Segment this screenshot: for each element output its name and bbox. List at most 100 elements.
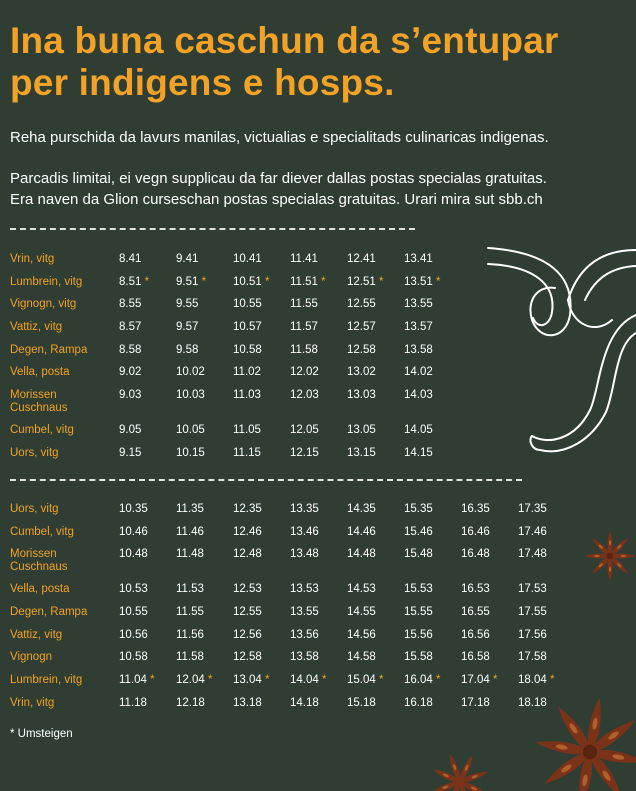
departure-time: 12.04 * xyxy=(176,674,233,697)
stop-name: Uors, vitg xyxy=(10,447,119,470)
departure-time: 11.48 xyxy=(176,548,233,583)
time-value: 10.55 xyxy=(119,606,148,619)
departure-time: 13.56 xyxy=(290,629,347,652)
departure-time: 9.02 xyxy=(119,366,176,389)
stop-name-line: Vignogn xyxy=(10,651,52,664)
departure-time: 11.56 xyxy=(176,629,233,652)
departure-time: 11.18 xyxy=(119,697,176,720)
time-value: 14.02 xyxy=(404,366,433,379)
departure-time: 13.05 xyxy=(347,424,404,447)
departure-time: 16.55 xyxy=(461,606,518,629)
time-value: 17.35 xyxy=(518,503,547,515)
departure-time: 13.18 xyxy=(233,697,290,720)
table-row: Uors, vitg 9.15 10.15 11.15 12.15 13.15 14.15 xyxy=(10,447,461,470)
departure-time: 12.51 * xyxy=(347,276,404,299)
departure-time: 12.56 xyxy=(233,629,290,652)
departure-time: 10.55 xyxy=(233,298,290,321)
time-value: 14.55 xyxy=(347,606,376,619)
time-value: 13.04 xyxy=(233,674,262,687)
transfer-marker: * xyxy=(321,674,327,687)
stop-name: Vignogn, vitg xyxy=(10,298,119,321)
stop-name-line: Cuschnaus xyxy=(10,561,68,574)
time-value: 15.55 xyxy=(404,606,433,619)
departure-time: 9.15 xyxy=(119,447,176,470)
departure-time: 16.18 xyxy=(404,697,461,720)
departure-time: 12.18 xyxy=(176,697,233,720)
time-value: 9.51 xyxy=(176,275,199,288)
departure-time: 15.53 xyxy=(404,583,461,606)
time-value: 12.57 xyxy=(347,321,376,334)
departure-time: 11.05 xyxy=(233,424,290,447)
timetable-outbound-body: Vrin, vitg 8.41 9.41 10.41 11.41 12.41 13.41 Lu… xyxy=(10,253,461,470)
time-value: 11.53 xyxy=(176,583,204,596)
departure-time: 15.56 xyxy=(404,629,461,652)
time-value: 8.51 xyxy=(119,275,142,288)
stop-name-line: Vattiz, vitg xyxy=(10,321,63,334)
departure-time: 12.57 xyxy=(347,321,404,344)
departure-time: 10.55 xyxy=(119,606,176,629)
stop-name: Vattiz, vitg xyxy=(10,629,119,652)
departure-time: 12.55 xyxy=(347,298,404,321)
time-value: 16.35 xyxy=(461,503,490,515)
time-value: 18.18 xyxy=(518,696,547,709)
departure-time: 11.53 xyxy=(176,583,233,606)
stop-name-line: Vella, posta xyxy=(10,366,70,379)
time-value: 10.03 xyxy=(176,389,205,402)
time-value: 17.46 xyxy=(518,525,547,538)
departure-time: 12.02 xyxy=(290,366,347,389)
legend-transfer: * Umsteigen xyxy=(10,728,73,740)
departure-time: 10.05 xyxy=(176,424,233,447)
time-value: 10.58 xyxy=(233,343,262,356)
departure-time: 13.58 xyxy=(404,344,461,367)
time-value: 17.48 xyxy=(518,548,547,561)
stop-name: Vattiz, vitg xyxy=(10,321,119,344)
time-value: 10.58 xyxy=(119,651,148,664)
departure-time: 11.02 xyxy=(233,366,290,389)
time-value: 11.48 xyxy=(176,548,204,561)
departure-time: 14.15 xyxy=(404,447,461,470)
transfer-marker: * xyxy=(378,674,384,687)
departure-time: 9.03 xyxy=(119,389,176,424)
departure-time: 12.15 xyxy=(290,447,347,470)
departure-time: 10.02 xyxy=(176,366,233,389)
time-value: 10.55 xyxy=(233,298,262,311)
departure-time: 15.48 xyxy=(404,548,461,583)
departure-time: 12.46 xyxy=(233,526,290,549)
time-value: 13.56 xyxy=(290,628,319,641)
departure-time: 9.57 xyxy=(176,321,233,344)
time-value: 10.56 xyxy=(119,628,148,641)
table-row: Lumbrein, vitg 8.51 * 9.51 * 10.51 * 11.51 *… xyxy=(10,276,461,299)
departure-time: 10.58 xyxy=(233,344,290,367)
departure-time: 14.04 * xyxy=(290,674,347,697)
departure-time: 11.55 xyxy=(176,606,233,629)
departure-time: 10.48 xyxy=(119,548,176,583)
table-row: Vattiz, vitg 10.56 11.56 12.56 13.56 14.56 15.… xyxy=(10,629,575,652)
time-value: 12.05 xyxy=(290,424,319,437)
departure-time: 13.46 xyxy=(290,526,347,549)
departure-time: 13.35 xyxy=(290,503,347,526)
departure-time: 14.03 xyxy=(404,389,461,424)
time-value: 13.51 xyxy=(404,275,433,288)
departure-time: 13.03 xyxy=(347,389,404,424)
time-value: 13.58 xyxy=(290,651,319,664)
departure-time: 14.56 xyxy=(347,629,404,652)
time-value: 9.41 xyxy=(176,253,199,265)
time-value: 13.35 xyxy=(290,503,319,515)
time-value: 10.05 xyxy=(176,424,205,437)
time-value: 11.15 xyxy=(233,446,261,459)
title-line-2: per indigens e hosps. xyxy=(10,62,395,103)
departure-time: 14.58 xyxy=(347,651,404,674)
time-value: 12.02 xyxy=(290,366,319,379)
time-value: 12.35 xyxy=(233,503,262,515)
departure-time: 17.58 xyxy=(518,651,575,674)
departure-time: 13.53 xyxy=(290,583,347,606)
departure-time: 11.04 * xyxy=(119,674,176,697)
stop-name-line: Vrin, vitg xyxy=(10,253,55,265)
departure-time: 8.41 xyxy=(119,253,176,276)
time-value: 12.53 xyxy=(233,583,262,596)
departure-time: 14.05 xyxy=(404,424,461,447)
time-value: 14.18 xyxy=(290,696,319,709)
departure-time: 11.57 xyxy=(290,321,347,344)
stop-name: Lumbrein, vitg xyxy=(10,276,119,299)
time-value: 11.51 xyxy=(290,275,318,288)
